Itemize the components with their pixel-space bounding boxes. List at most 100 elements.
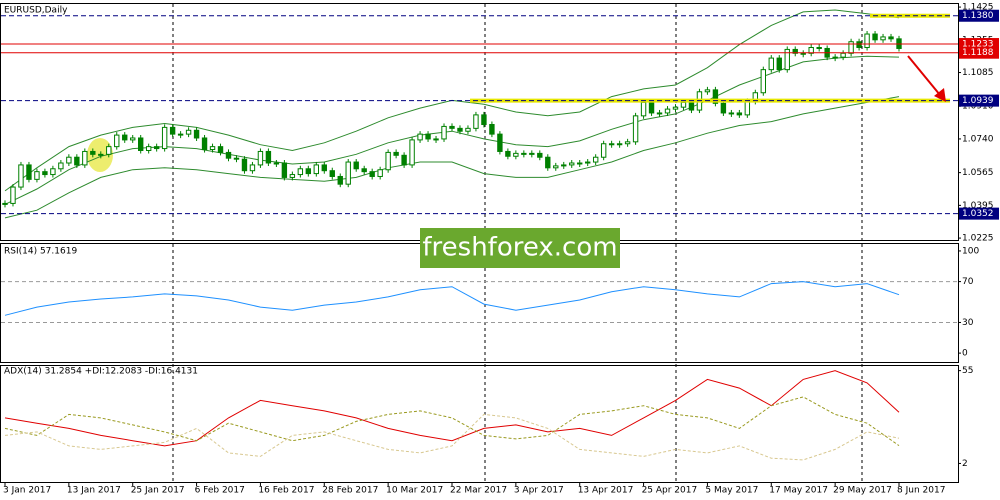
candle [50,168,56,176]
level-label: 1.0939 [962,96,994,106]
candle [832,56,838,59]
x-tick-label: 25 Jan 2017 [131,486,185,496]
candle [297,168,304,176]
level-label-box [959,207,999,220]
candle [233,157,240,160]
candle [106,146,112,155]
level-label-box [959,9,999,22]
candle [90,150,96,155]
candle [217,146,224,153]
candle [114,134,120,148]
candle [800,52,806,55]
candle [74,156,80,166]
x-tick-label: 6 Feb 2017 [195,486,245,496]
x-tick-label: 22 Mar 2017 [450,486,507,496]
y-tick-label: 1.0565 [962,168,994,178]
x-tick-label: 8 Jun 2017 [897,486,945,496]
candle [521,152,527,155]
candle [816,47,822,50]
candle [321,164,327,172]
candle [497,133,503,152]
x-tick-label: 17 May 2017 [769,486,828,496]
adx-panel [0,365,959,483]
candle [481,114,487,126]
candle [784,48,790,71]
candle [856,41,862,49]
candle [600,143,607,158]
candle [672,106,679,110]
candle [393,151,399,156]
candle [640,101,647,117]
candle [712,89,719,104]
candle [138,137,144,151]
candle [648,101,655,114]
candle [704,89,711,93]
candle [385,151,391,171]
candle [161,126,168,150]
x-tick-label: 13 Apr 2017 [578,486,634,496]
candle [736,112,743,116]
candle [177,133,184,136]
candle [265,150,272,164]
candle [664,108,671,114]
y-tick-label: 1.0740 [962,134,994,144]
candle [792,48,798,54]
candle [561,164,567,167]
candle [209,146,216,151]
candle [241,158,248,172]
candle [880,36,886,41]
candle [353,161,359,170]
level-label-box [959,46,999,59]
candle [377,169,383,177]
candle [577,162,583,165]
candle [888,36,894,40]
candle [122,134,128,141]
candle [34,171,40,180]
chart-title: EURUSD,Daily [4,6,68,16]
candle [281,162,288,178]
candle [449,125,455,129]
candle [529,152,535,155]
x-tick-label: 25 Apr 2017 [642,486,698,496]
x-tick-label: 29 May 2017 [833,486,892,496]
x-tick-label: 16 Feb 2017 [258,486,314,496]
candle [608,143,615,146]
candle [273,162,280,165]
candle [345,161,351,185]
candle [553,165,559,169]
y-tick-label: 2 [962,459,968,469]
candle [513,152,519,157]
candle [201,137,208,151]
candle [249,164,256,172]
candle [776,57,782,71]
y-tick-label: 30 [962,318,974,328]
candle [840,52,846,58]
candle [42,171,48,176]
arrow [907,55,941,96]
candle [66,156,72,164]
x-tick-label: 5 May 2017 [705,486,758,496]
candle [369,171,375,177]
candle [18,164,24,188]
y-tick-label: 1.1425 [962,3,994,13]
candle [361,168,367,173]
candle [680,101,687,108]
candle [425,133,431,140]
y-tick-label: 0 [962,349,968,359]
candle [872,33,878,41]
candle [409,139,415,166]
candle [401,154,407,166]
candle [457,127,463,132]
candle [26,164,32,180]
candle [441,125,447,140]
candle [289,174,296,178]
candle [2,202,8,205]
candle [848,41,854,54]
x-tick-label: 10 Mar 2017 [386,486,443,496]
candle [257,150,264,166]
y-tick-label: 100 [962,246,979,256]
y-tick-label: 1.0910 [962,102,994,112]
candle [505,150,511,157]
y-tick-label: 1.0225 [962,234,994,244]
